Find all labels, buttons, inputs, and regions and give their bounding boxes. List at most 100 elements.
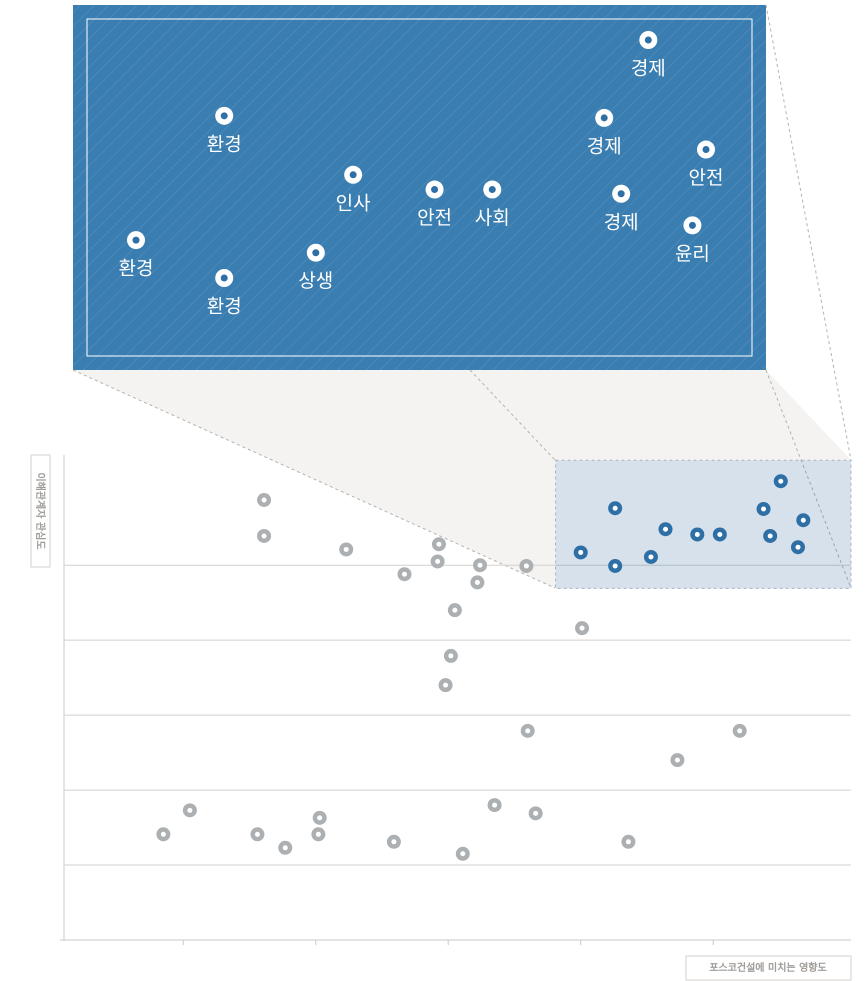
point <box>756 501 771 516</box>
point <box>643 549 658 564</box>
inset-marker-dot <box>617 190 625 198</box>
point <box>528 806 543 821</box>
point <box>339 542 354 557</box>
marker-dot <box>474 579 480 585</box>
inset-marker-dot <box>702 146 710 154</box>
point <box>443 648 458 663</box>
marker-dot <box>767 533 773 539</box>
point <box>257 528 272 543</box>
point <box>455 846 470 861</box>
y-axis-label: 이해관계자 관심도 <box>34 472 47 549</box>
inset-point <box>127 231 145 250</box>
point <box>431 537 446 552</box>
point <box>430 554 445 569</box>
point <box>791 540 806 555</box>
point <box>519 558 534 573</box>
marker-dot <box>317 815 323 821</box>
point-label: 상생 <box>298 270 333 292</box>
x-label-box <box>685 955 852 981</box>
point <box>670 753 685 768</box>
marker-dot <box>315 831 321 837</box>
point <box>621 834 636 849</box>
marker-dot <box>578 549 584 555</box>
inset-point <box>483 180 502 199</box>
inset-marker-dot <box>600 114 608 122</box>
inset-marker-dot <box>312 249 320 257</box>
inset-marker-dot <box>220 112 228 120</box>
marker-dot <box>261 533 267 539</box>
x-axis-label: 포스코건설에 미치는 영향도 <box>709 961 826 974</box>
inset-point <box>683 216 702 235</box>
marker-dot <box>717 531 723 537</box>
point <box>312 810 327 825</box>
point-label: 경제 <box>587 135 622 157</box>
point <box>447 603 462 618</box>
marker-dot <box>436 541 442 547</box>
marker-dot <box>187 807 193 813</box>
marker-dot <box>343 546 349 552</box>
point <box>712 527 727 542</box>
point-label: 인사 <box>336 192 371 214</box>
point <box>473 558 488 573</box>
point <box>487 798 502 813</box>
marker-dot <box>282 845 288 851</box>
point <box>763 528 778 543</box>
marker-dot <box>492 802 498 808</box>
inset-point <box>215 106 234 125</box>
point <box>397 567 412 582</box>
marker-dot <box>261 497 267 503</box>
point <box>573 545 588 560</box>
inset-marker-dot <box>220 274 228 282</box>
marker-dot <box>625 839 631 845</box>
point <box>156 827 171 842</box>
marker-dot <box>648 554 654 560</box>
point-label: 경제 <box>604 211 639 233</box>
marker-dot <box>402 571 408 577</box>
point <box>278 840 293 855</box>
point <box>257 492 272 507</box>
inset-point <box>697 140 715 159</box>
point <box>773 474 788 489</box>
marker-dot <box>523 563 529 569</box>
point <box>732 723 747 738</box>
marker-dot <box>443 682 449 688</box>
inset-marker-dot <box>488 186 496 194</box>
marker-dot <box>674 757 680 763</box>
marker-dot <box>795 544 801 550</box>
point <box>438 678 453 693</box>
point <box>575 621 590 636</box>
point <box>796 513 811 528</box>
inset-marker-dot <box>349 171 357 179</box>
marker-dot <box>663 526 669 532</box>
inset-point <box>612 184 631 203</box>
point-label: 윤리 <box>675 243 710 265</box>
inset-point <box>306 243 325 262</box>
point <box>311 827 326 842</box>
marker-dot <box>612 563 618 569</box>
zoom-lines <box>72 4 852 589</box>
point <box>470 575 485 590</box>
marker-dot <box>391 839 397 845</box>
point-label: 안전 <box>417 207 452 229</box>
marker-dot <box>452 607 458 613</box>
point <box>182 803 197 818</box>
marker-dot <box>435 558 441 564</box>
marker-dot <box>579 625 585 631</box>
marker-dot <box>778 478 784 484</box>
point-label: 사회 <box>475 207 510 229</box>
point <box>250 827 265 842</box>
inset-marker-dot <box>431 186 439 194</box>
inset-marker-dot <box>688 221 696 229</box>
inset-point <box>595 108 614 127</box>
inset-marker-dot <box>644 36 652 44</box>
inset-point <box>215 269 234 287</box>
point <box>608 501 623 516</box>
marker-dot <box>800 517 806 523</box>
inset-panel <box>73 5 766 370</box>
point-label: 경제 <box>631 58 666 80</box>
point <box>690 527 705 542</box>
point <box>386 834 401 849</box>
marker-dot <box>448 653 454 659</box>
marker-dot <box>612 505 618 511</box>
